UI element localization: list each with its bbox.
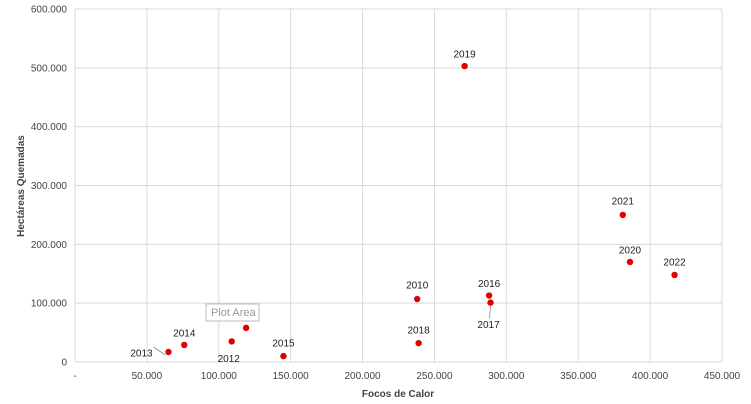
y-tick-label: 500.000 xyxy=(31,63,68,74)
data-label: 2016 xyxy=(478,279,501,290)
y-tick-label: 300.000 xyxy=(31,181,68,192)
data-point[interactable] xyxy=(413,295,421,303)
x-tick-label: 450.000 xyxy=(704,371,741,382)
x-tick-label: 350.000 xyxy=(560,371,597,382)
data-label: 2019 xyxy=(454,50,477,61)
data-label: 2020 xyxy=(619,245,642,256)
data-label: 2017 xyxy=(477,320,500,331)
data-label: 2012 xyxy=(218,354,241,365)
y-tick-label: 400.000 xyxy=(31,122,68,133)
data-point[interactable] xyxy=(461,62,468,70)
tooltip-text: Plot Area xyxy=(211,307,257,319)
x-axis-title: Focos de Calor xyxy=(362,389,434,400)
y-tick-label: 0 xyxy=(61,358,67,369)
data-point[interactable] xyxy=(626,258,634,266)
y-axis-title: Hectáreas Quemadas xyxy=(16,135,27,237)
data-label: 2013 xyxy=(130,348,153,359)
data-points[interactable] xyxy=(165,62,678,360)
data-label: 2022 xyxy=(663,257,686,268)
data-label: 2015 xyxy=(272,339,295,350)
data-label: 2014 xyxy=(173,328,196,339)
grid-layer xyxy=(74,8,723,363)
y-tick-label: 600.000 xyxy=(31,5,68,16)
x-tick-label: 100.000 xyxy=(201,371,238,382)
data-point[interactable] xyxy=(228,338,235,345)
x-tick-label: 150.000 xyxy=(273,371,310,382)
y-tick-label: 200.000 xyxy=(31,240,68,251)
data-point[interactable] xyxy=(242,324,250,332)
x-tick-label: 400.000 xyxy=(632,371,669,382)
x-tick-label: - xyxy=(73,371,76,382)
x-tick-label: 300.000 xyxy=(488,371,525,382)
x-tick-label: 200.000 xyxy=(344,371,381,382)
data-point[interactable] xyxy=(165,348,172,356)
data-point[interactable] xyxy=(671,271,678,279)
y-tick-label: 100.000 xyxy=(31,299,68,310)
data-point[interactable] xyxy=(415,339,422,347)
x-tick-label: 250.000 xyxy=(416,371,453,382)
data-point[interactable] xyxy=(181,341,188,349)
data-label: 2010 xyxy=(406,281,429,292)
data-point[interactable] xyxy=(487,299,494,306)
leader-lines xyxy=(153,305,491,356)
y-axis-ticks: 0 100.000 200.000 300.000 400.000 500.000 600.… xyxy=(31,5,68,369)
data-point[interactable] xyxy=(485,292,493,299)
x-axis-ticks: - 50.000 100.000 150.000 200.000 250.000 300.0… xyxy=(73,371,740,382)
plot-area-tooltip: Plot Area xyxy=(205,303,260,322)
data-point[interactable] xyxy=(619,211,626,219)
data-label: 2018 xyxy=(408,326,431,337)
x-tick-label: 50.000 xyxy=(132,371,163,382)
data-point[interactable] xyxy=(280,352,287,360)
leader-line xyxy=(489,305,491,319)
leader-line xyxy=(153,346,166,356)
data-label: 2021 xyxy=(612,196,635,207)
